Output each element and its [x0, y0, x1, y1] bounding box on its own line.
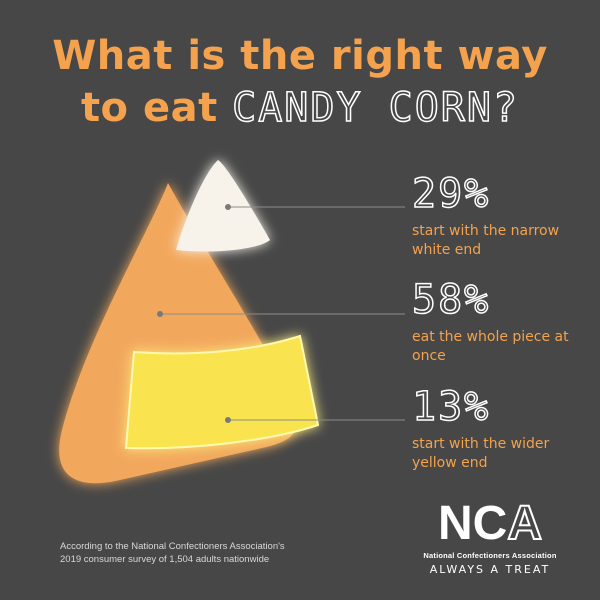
nca-logo-mark: N C A	[420, 497, 560, 550]
logo-tagline: ALWAYS A TREAT	[429, 563, 551, 576]
logo-org-name: National Confectioners Association	[423, 551, 557, 560]
nca-logo: N C A National Confectioners Association…	[420, 497, 560, 577]
logo-letter-c: C	[472, 497, 508, 550]
page-title: What is the right way to eat CANDY CORN?	[0, 30, 600, 134]
logo-letter-n: N	[437, 497, 473, 550]
segment-yellow-end	[124, 334, 320, 450]
logo-letter-a: A	[506, 497, 543, 550]
source-line-1: According to the National Confectioners …	[60, 541, 285, 552]
source-note: According to the National Confectioners …	[60, 540, 350, 566]
segment-white-end	[176, 160, 270, 252]
stat-white-end: 29% start with the narrow white end	[411, 171, 582, 260]
leader-dot-whole-piece	[157, 311, 163, 317]
title-emphasis: CANDY CORN?	[231, 84, 520, 132]
stat-whole-piece-label: eat the whole piece at once	[412, 329, 569, 364]
title-line-1: What is the right way	[52, 33, 548, 79]
stat-whole-piece: 58% eat the whole piece at once	[411, 277, 582, 366]
stat-white-end-label: start with the narrow white end	[412, 223, 560, 258]
stat-yellow-end-label: start with the wider yellow end	[412, 436, 550, 471]
stat-whole-piece-value: 58%	[411, 277, 491, 323]
title-line-2: to eat CANDY CORN?	[0, 82, 600, 134]
leader-dot-white-end	[225, 204, 231, 210]
source-line-2: 2019 consumer survey of 1,504 adults nat…	[60, 554, 270, 565]
stat-yellow-end-value: 13%	[411, 384, 491, 430]
leader-dot-yellow-end	[225, 417, 231, 423]
stat-yellow-end: 13% start with the wider yellow end	[411, 384, 582, 473]
title-prefix: to eat	[80, 85, 233, 131]
stat-white-end-value: 29%	[411, 171, 491, 217]
